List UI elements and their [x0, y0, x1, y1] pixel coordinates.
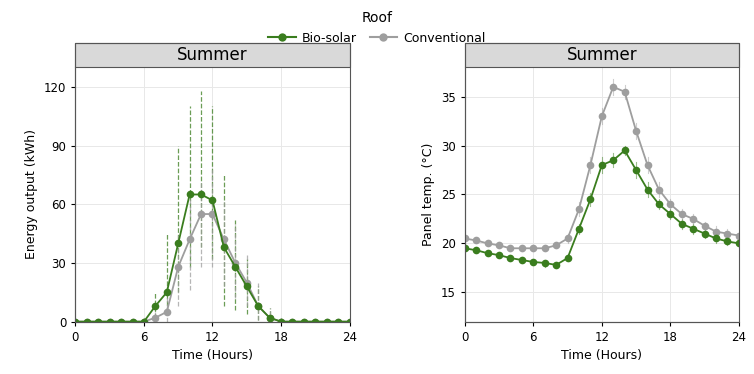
- Text: Summer: Summer: [177, 46, 248, 64]
- Y-axis label: Panel temp. (°C): Panel temp. (°C): [422, 143, 435, 246]
- Legend: Bio-solar, Conventional: Bio-solar, Conventional: [263, 6, 491, 49]
- X-axis label: Time (Hours): Time (Hours): [172, 349, 253, 362]
- Text: Summer: Summer: [566, 46, 637, 64]
- X-axis label: Time (Hours): Time (Hours): [561, 349, 642, 362]
- Y-axis label: Energy output (kWh): Energy output (kWh): [26, 129, 38, 260]
